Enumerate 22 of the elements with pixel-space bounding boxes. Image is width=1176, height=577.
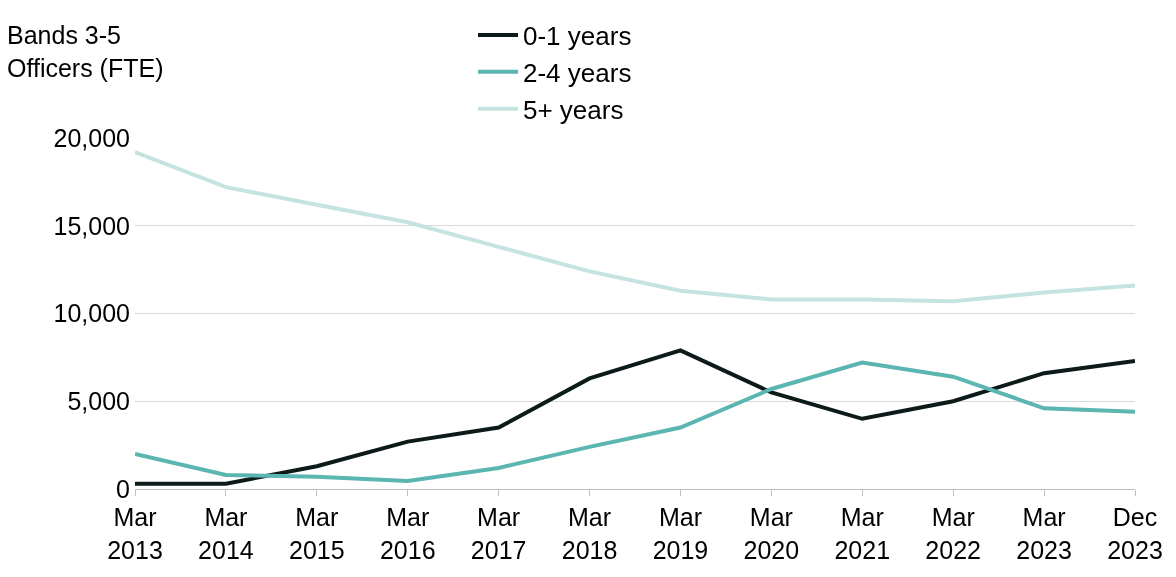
line-series: [135, 150, 1135, 304]
x-tick-label: Mar 2021: [834, 503, 891, 564]
x-tick-label: Mar 2022: [925, 503, 981, 564]
y-tick-label: 15,000: [53, 211, 130, 240]
x-tick-label: Mar 2014: [198, 503, 254, 564]
y-tick-label: 20,000: [53, 123, 130, 152]
x-tick-label: Mar 2018: [561, 503, 618, 564]
y-tick-label: 0: [116, 474, 130, 503]
x-tick-label: Mar 2013: [107, 503, 163, 564]
x-tick-label: Mar 2023: [1016, 503, 1072, 564]
legend-label: 2-4 years: [523, 57, 632, 88]
y-axis-title: Bands 3-5 Officers (FTE): [7, 21, 164, 82]
legend-label: 0-1 years: [523, 21, 632, 52]
x-tick-label: Mar 2017: [470, 503, 527, 564]
y-tick-label: 10,000: [53, 299, 130, 328]
x-tick-label: Mar 2016: [379, 503, 436, 564]
x-tick-label: Mar 2020: [743, 503, 800, 564]
x-tick-label: Dec 2023: [1107, 503, 1163, 564]
x-tick-label: Mar 2015: [289, 503, 345, 564]
x-tick-label: Mar 2019: [652, 503, 709, 564]
legend-label: 5+ years: [523, 94, 624, 125]
y-tick-label: 5,000: [67, 387, 130, 415]
